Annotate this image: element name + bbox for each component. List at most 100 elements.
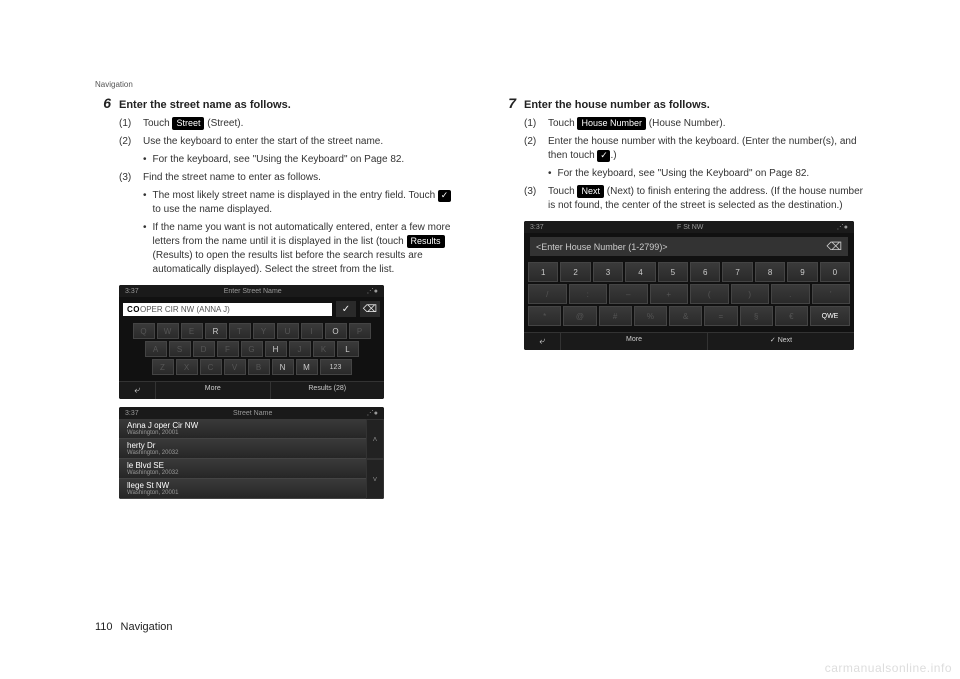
mock-time: 3:37 (125, 288, 139, 295)
check-icon: ✓ (438, 190, 451, 202)
more-button[interactable]: More (560, 333, 707, 350)
keyboard-key[interactable]: U (277, 323, 299, 339)
list-item[interactable]: Anna J oper Cir NWWashington, 20001 (119, 419, 366, 439)
numpad-key[interactable]: 0 (820, 262, 850, 282)
keyboard-key[interactable]: H (265, 341, 287, 357)
scrollbar[interactable]: ˄ ˅ (366, 419, 384, 499)
numpad-key[interactable]: 3 (593, 262, 623, 282)
substep: (2) Enter the house number with the keyb… (524, 135, 865, 163)
keyboard-key[interactable]: O (325, 323, 347, 339)
numpad-key[interactable]: € (775, 306, 808, 326)
keyboard-key[interactable]: P (349, 323, 371, 339)
mock-keyboard: QWERTYUIOP ASDFGHJKL ZXCVBNM123 (119, 321, 384, 381)
list-item[interactable]: le Blvd SEWashington, 20032 (119, 459, 366, 479)
keyboard-key[interactable]: N (272, 359, 294, 375)
keyboard-key[interactable]: E (181, 323, 203, 339)
mock-titlebar: 3:37 Street Name ⋰● (119, 407, 384, 419)
numpad-key[interactable]: § (740, 306, 773, 326)
numpad-key[interactable]: 9 (787, 262, 817, 282)
keyboard-key[interactable]: Q (133, 323, 155, 339)
substep-number: (1) (524, 117, 540, 131)
numpad-key[interactable]: : (569, 284, 608, 304)
mock-list-items: Anna J oper Cir NWWashington, 20001herty… (119, 419, 366, 499)
signal-icon: ⋰● (837, 223, 848, 231)
scroll-down-icon[interactable]: ˅ (366, 459, 384, 499)
keyboard-key[interactable]: I (301, 323, 323, 339)
numpad-key[interactable]: ' (812, 284, 851, 304)
bullet: For the keyboard, see "Using the Keyboar… (143, 153, 460, 167)
numpad-key[interactable]: ) (731, 284, 770, 304)
keyboard-key[interactable]: C (200, 359, 222, 375)
numpad-key[interactable]: 6 (690, 262, 720, 282)
screenshot-enter-street-keyboard: 3:37 Enter Street Name ⋰● COOPER CIR NW … (119, 285, 384, 399)
keyboard-key[interactable]: Y (253, 323, 275, 339)
numpad-key[interactable]: 5 (658, 262, 688, 282)
keyboard-key[interactable]: D (193, 341, 215, 357)
mock-footer: ⤶ More Results (28) (119, 381, 384, 399)
keyboard-key[interactable]: A (145, 341, 167, 357)
mock-numpad: 1234567890 /:–+().' *@#%&=§€QWE (524, 260, 854, 332)
substep: (1) Touch House Number (House Number). (524, 117, 865, 131)
signal-icon: ⋰● (367, 287, 378, 295)
step-title: Enter the street name as follows. (119, 99, 291, 111)
list-item[interactable]: llege St NWWashington, 20001 (119, 479, 366, 499)
bullet-dot (143, 153, 147, 167)
house-number-button-chip: House Number (577, 117, 646, 130)
numpad-key[interactable]: 2 (560, 262, 590, 282)
numpad-key[interactable]: – (609, 284, 648, 304)
numpad-key[interactable]: QWE (810, 306, 850, 326)
keyboard-key[interactable]: L (337, 341, 359, 357)
step-title: Enter the house number as follows. (524, 99, 710, 111)
numpad-key[interactable]: & (669, 306, 702, 326)
left-column: 6 Enter the street name as follows. (1) … (95, 95, 460, 507)
keyboard-key[interactable]: 123 (320, 359, 352, 375)
screenshot-street-name-list: 3:37 Street Name ⋰● Anna J oper Cir NWWa… (119, 407, 384, 499)
back-button[interactable]: ⤶ (524, 333, 560, 350)
scroll-up-icon[interactable]: ˄ (366, 419, 384, 459)
accept-icon[interactable]: ✓ (336, 301, 356, 317)
next-button[interactable]: ✓ Next (707, 333, 854, 350)
bullet-dot (548, 167, 552, 181)
substep-number: (3) (119, 171, 135, 185)
keyboard-key[interactable]: S (169, 341, 191, 357)
step-7-heading: 7 Enter the house number as follows. (500, 95, 865, 111)
manual-page: Navigation 6 Enter the street name as fo… (95, 80, 865, 649)
numpad-key[interactable]: @ (563, 306, 596, 326)
numpad-key[interactable]: = (704, 306, 737, 326)
keyboard-key[interactable]: T (229, 323, 251, 339)
back-button[interactable]: ⤶ (119, 382, 155, 399)
keyboard-key[interactable]: V (224, 359, 246, 375)
numpad-key[interactable]: * (528, 306, 561, 326)
numpad-key[interactable]: ( (690, 284, 729, 304)
check-icon: ✓ (597, 150, 610, 162)
numpad-key[interactable]: 4 (625, 262, 655, 282)
keyboard-key[interactable]: G (241, 341, 263, 357)
numpad-key[interactable]: # (599, 306, 632, 326)
keyboard-key[interactable]: X (176, 359, 198, 375)
mock-entry-field[interactable]: <Enter House Number (1-2799)> ⌫ (530, 237, 848, 256)
bullet: If the name you want is not automaticall… (143, 221, 460, 277)
numpad-key[interactable]: % (634, 306, 667, 326)
backspace-icon[interactable]: ⌫ (360, 301, 380, 317)
keyboard-key[interactable]: F (217, 341, 239, 357)
keyboard-key[interactable]: R (205, 323, 227, 339)
mock-time: 3:37 (125, 410, 139, 417)
more-button[interactable]: More (155, 382, 270, 399)
numpad-key[interactable]: . (771, 284, 810, 304)
results-button[interactable]: Results (28) (270, 382, 385, 399)
keyboard-key[interactable]: Z (152, 359, 174, 375)
list-item[interactable]: herty DrWashington, 20032 (119, 439, 366, 459)
numpad-key[interactable]: 1 (528, 262, 558, 282)
numpad-key[interactable]: 7 (722, 262, 752, 282)
numpad-key[interactable]: 8 (755, 262, 785, 282)
keyboard-key[interactable]: B (248, 359, 270, 375)
numpad-key[interactable]: / (528, 284, 567, 304)
numpad-key[interactable]: + (650, 284, 689, 304)
bullet-text: For the keyboard, see "Using the Keyboar… (153, 153, 405, 167)
keyboard-key[interactable]: M (296, 359, 318, 375)
keyboard-key[interactable]: W (157, 323, 179, 339)
backspace-icon[interactable]: ⌫ (826, 240, 842, 253)
keyboard-key[interactable]: J (289, 341, 311, 357)
keyboard-key[interactable]: K (313, 341, 335, 357)
mock-entry-field[interactable]: COOPER CIR NW (ANNA J) (123, 303, 332, 316)
